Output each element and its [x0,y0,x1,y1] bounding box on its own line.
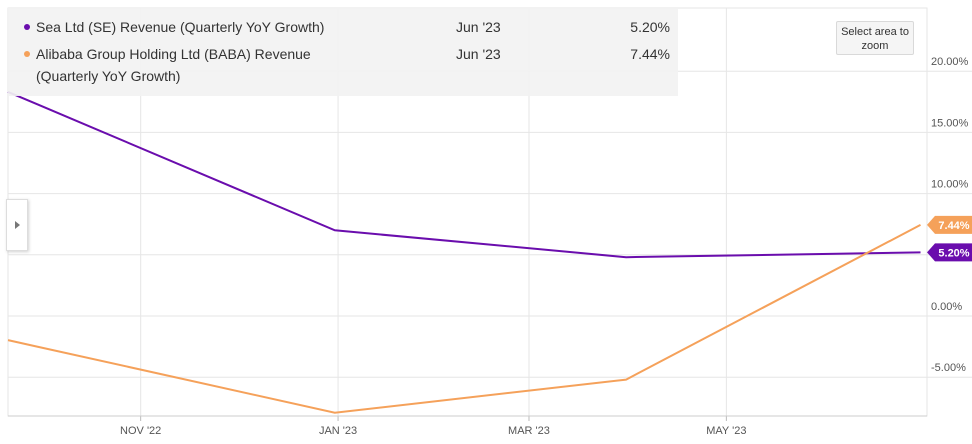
x-tick-label: MAR '23 [508,425,550,437]
x-tick-label: JAN '23 [319,425,357,437]
end-label-text: 7.44% [938,220,969,232]
legend-value-se: 5.20% [588,16,670,38]
y-tick-label: 0.00% [931,301,962,313]
end-label-baba: 7.44% [927,216,972,234]
legend-date-se: Jun '23 [456,16,516,38]
y-tick-label: 10.00% [931,179,969,191]
side-panel-toggle[interactable] [6,199,28,251]
legend-date-baba: Jun '23 [456,43,516,65]
y-tick-label: 15.00% [931,117,969,129]
end-label-layer: 5.20% 7.44% [927,216,972,261]
axis-layer: 20.00% 15.00% 10.00% 0.00% -5.00% NOV '22 JAN … [8,56,969,437]
series-line-baba[interactable] [8,225,921,413]
legend-marker-se [24,24,30,30]
series-layer [8,92,921,413]
x-tick-label: MAY '23 [706,425,746,437]
legend-marker-baba [24,51,30,57]
y-tick-label: 20.00% [931,56,969,68]
end-label-text: 5.20% [938,247,969,259]
select-area-to-zoom-button[interactable]: Select area to zoom [836,21,914,55]
legend-value-baba: 7.44% [588,43,670,65]
y-tick-label: -5.00% [931,362,966,374]
x-tick-label: NOV '22 [120,425,161,437]
legend-label-se: Sea Ltd (SE) Revenue (Quarterly YoY Grow… [36,16,336,38]
legend: Sea Ltd (SE) Revenue (Quarterly YoY Grow… [8,8,678,96]
chevron-right-icon [15,221,20,229]
legend-label-baba: Alibaba Group Holding Ltd (BABA) Revenue… [36,43,336,87]
end-label-se: 5.20% [927,243,972,261]
series-line-se[interactable] [8,92,921,257]
